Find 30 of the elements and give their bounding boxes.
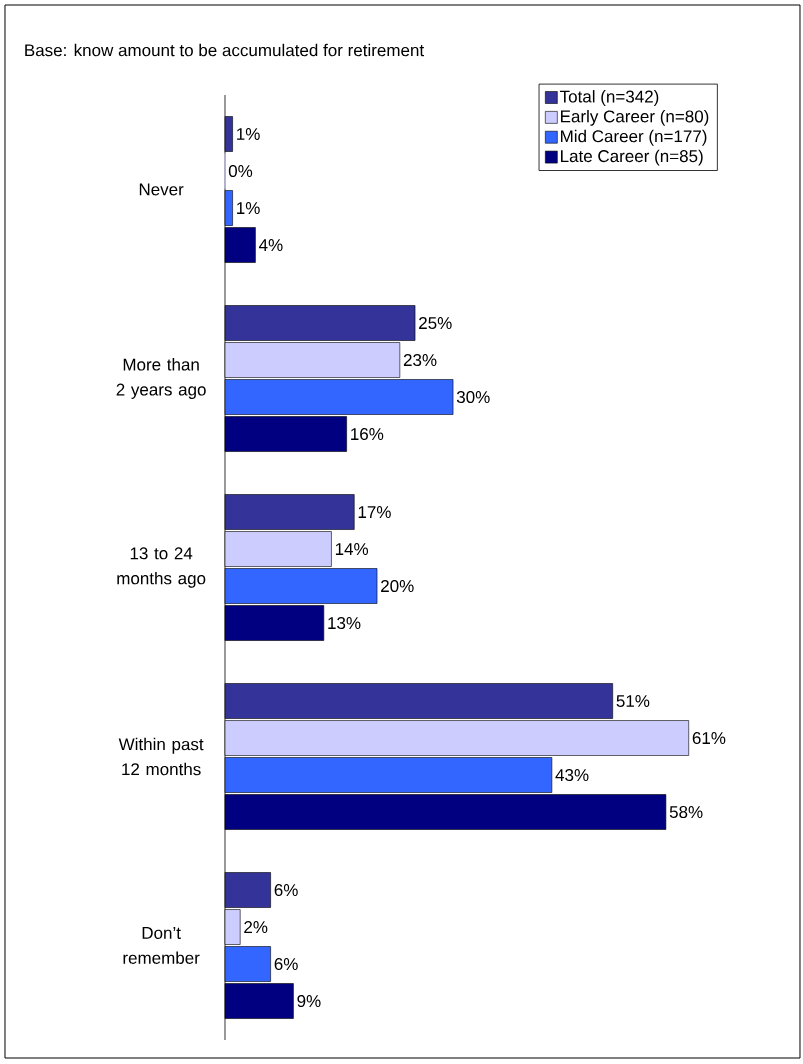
y-tick-label: Never xyxy=(139,183,184,196)
y-tick-label: 13 to 24 months ago xyxy=(117,547,206,588)
data-label: 6% xyxy=(274,958,298,971)
data-label: 25% xyxy=(419,317,452,330)
data-label: 1% xyxy=(237,128,260,140)
data-label: 14% xyxy=(335,543,369,555)
data-label: 9% xyxy=(297,995,321,1008)
data-label: 23% xyxy=(403,354,437,367)
data-label: 0% xyxy=(228,165,253,178)
data-label: 13% xyxy=(328,617,361,630)
data-label: 2% xyxy=(244,921,268,934)
data-label: 6% xyxy=(274,884,298,897)
legend-label: Total (n=342) xyxy=(560,90,659,106)
y-tick-label: More than 2 years ago xyxy=(116,358,206,399)
data-label: 4% xyxy=(259,239,283,251)
legend-label: Early Career (n=80) xyxy=(561,109,709,126)
data-label: 16% xyxy=(351,428,384,441)
data-label: 43% xyxy=(555,769,589,782)
data-label: 61% xyxy=(692,732,726,745)
data-label: 17% xyxy=(358,506,391,518)
data-label: 1% xyxy=(237,202,260,214)
chart-title: Base: know amount to be accumulated for retirement xyxy=(25,43,425,57)
data-label: 30% xyxy=(456,391,490,404)
data-label: 20% xyxy=(381,580,414,593)
data-label: 51% xyxy=(616,695,650,708)
legend-label: Mid Career (n=177) xyxy=(561,129,707,146)
y-tick-label: Don’t remember xyxy=(123,927,200,964)
legend-label: Late Career (n=85) xyxy=(561,149,703,166)
data-label: 58% xyxy=(669,806,703,819)
y-tick-label: Within past 12 months xyxy=(118,737,204,776)
